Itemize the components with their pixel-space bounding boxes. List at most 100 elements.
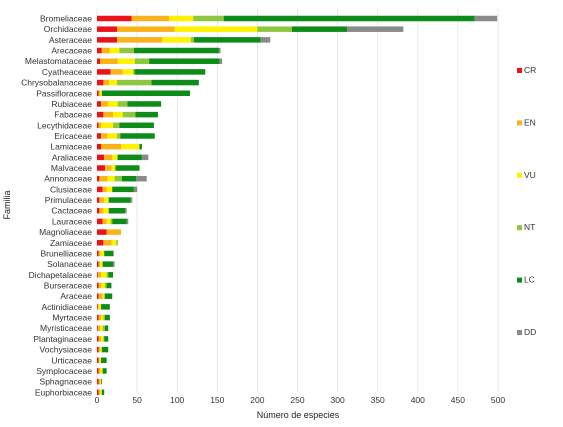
category-label: Lamiaceae — [50, 142, 92, 152]
bar-segment-lc — [108, 272, 114, 278]
bar-segment-cr — [97, 207, 100, 214]
bar-segment-cr — [97, 357, 99, 364]
legend-label: CR — [524, 65, 536, 75]
category-label: Orchidaceae — [44, 24, 92, 34]
bar-segment-lc — [139, 143, 142, 150]
bar-segment-cr — [97, 175, 100, 182]
x-tick-label: 100 — [170, 395, 184, 405]
category-label: Chrysobalanaceae — [21, 78, 92, 88]
bar-segment-cr — [97, 282, 99, 289]
x-tick-label: 350 — [371, 395, 385, 405]
bar-segment-vu — [117, 58, 135, 64]
category-label: Araliaceae — [52, 152, 92, 162]
bar-segment-nt — [257, 26, 292, 32]
bar-segment-vu — [100, 378, 102, 385]
bar-segment-lc — [106, 282, 112, 289]
bar-segment-lc — [101, 90, 191, 97]
bar-segment-lc — [101, 378, 102, 385]
legend-label: DD — [524, 327, 536, 337]
category-label: Primulaceae — [45, 195, 93, 205]
bar-segment-dd — [130, 197, 133, 203]
bar-segment-lc — [120, 133, 155, 139]
bar-segment-cr — [97, 304, 98, 310]
bar-segment-lc — [133, 47, 219, 54]
bar-segment-cr — [97, 218, 103, 225]
bar-segment-lc — [102, 368, 107, 374]
bar-segment-cr — [97, 197, 100, 203]
category-label: Plantaginaceae — [33, 334, 92, 344]
category-label: Symplocaceae — [36, 366, 92, 376]
bar-segment-nt — [190, 37, 195, 43]
bar-segment-en — [98, 357, 100, 364]
bar-segment-nt — [102, 325, 106, 331]
bar-segment-vu — [122, 69, 134, 75]
bar-segment-nt — [134, 58, 150, 64]
bar-segment-lc — [105, 314, 110, 321]
bar-segment-en — [98, 346, 101, 353]
category-label: Rubiaceae — [51, 99, 92, 109]
bar-segment-vu — [161, 37, 191, 43]
bar-segment-en — [102, 186, 107, 193]
bar-segment-en — [101, 143, 122, 150]
category-label: Fabaceae — [54, 110, 92, 120]
bar-segment-nt — [108, 207, 110, 214]
bar-segment-vu — [101, 314, 104, 321]
category-label: Lecythidaceae — [37, 120, 92, 130]
bar-segment-vu — [169, 15, 194, 22]
bar-segment-cr — [97, 47, 102, 54]
legend: CR EN VU NT LC DD — [517, 65, 536, 337]
x-tick-label: 450 — [451, 395, 465, 405]
bar-segment-nt — [110, 218, 113, 225]
category-label: Vochysiaceae — [40, 345, 93, 355]
bar-segment-vu — [103, 207, 109, 214]
bar-segment-vu — [102, 293, 105, 299]
bar-segment-lc — [112, 186, 134, 193]
bar-segment-en — [117, 37, 162, 43]
bar-segment-vu — [106, 186, 113, 193]
bar-segment-vu — [101, 336, 104, 342]
bars — [97, 15, 498, 396]
bar-segment-cr — [97, 165, 106, 171]
x-axis-title: Número de especies — [257, 410, 340, 420]
bar-segment-cr — [97, 229, 107, 235]
bar-segment-en — [98, 368, 101, 374]
bar-segment-cr — [97, 240, 104, 246]
bar-segment-vu — [100, 368, 103, 374]
bar-segment-cr — [97, 69, 111, 75]
bar-segment-lc — [101, 346, 109, 353]
category-label: Malvaceae — [51, 163, 92, 173]
bar-segment-cr — [97, 250, 99, 257]
bar-segment-cr — [97, 111, 104, 118]
bar-segment-lc — [117, 154, 142, 161]
bar-segment-en — [98, 336, 102, 342]
bar-segment-lc — [119, 122, 154, 129]
bar-segment-lc — [109, 207, 126, 214]
category-label: Melastomataceae — [25, 56, 92, 66]
bar-segment-dd — [113, 261, 115, 267]
bar-segment-cr — [97, 143, 102, 150]
bar-segment-lc — [101, 304, 110, 310]
bar-segment-nt — [103, 336, 105, 342]
bar-segment-nt — [108, 197, 110, 203]
bar-segment-vu — [101, 272, 107, 278]
bar-segment-en — [103, 111, 114, 118]
bar-segment-en — [102, 218, 107, 225]
bar-segment-cr — [97, 325, 98, 331]
bar-segment-cr — [97, 314, 99, 321]
bar-segment-dd — [141, 154, 149, 161]
bar-segment-cr — [97, 101, 102, 107]
bar-segment-vu — [99, 357, 102, 364]
bar-segment-dd — [113, 250, 114, 257]
category-label: Asteraceae — [49, 35, 92, 45]
bar-segment-lc — [223, 15, 475, 22]
x-tick-label: 0 — [95, 395, 100, 405]
bar-segment-cr — [97, 58, 101, 64]
bar-segment-nt — [117, 101, 128, 107]
category-label: Myrtaceae — [52, 313, 92, 323]
x-tick-label: 200 — [250, 395, 264, 405]
legend-swatch-cr — [517, 68, 522, 73]
bar-segment-en — [98, 122, 102, 129]
bar-segment-vu — [101, 122, 114, 129]
bar-segment-dd — [219, 58, 223, 64]
bar-segment-vu — [104, 197, 109, 203]
